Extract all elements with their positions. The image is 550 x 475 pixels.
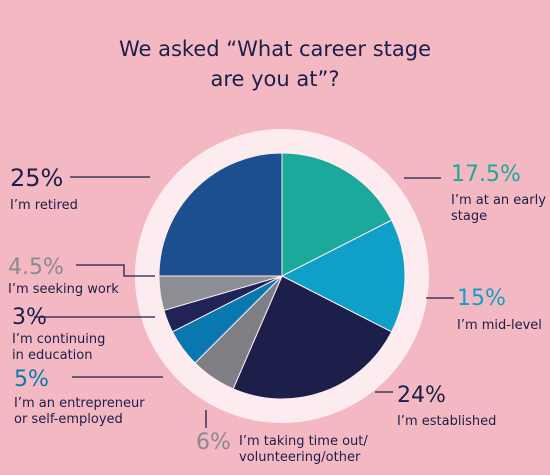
label-entrepreneur: 5% I’m an entrepreneur or self-employed: [14, 368, 145, 428]
label-mid-level: 15% I’m mid-level: [457, 287, 542, 334]
label-education-text-2: in education: [12, 348, 93, 363]
label-established-text: I’m established: [397, 414, 497, 429]
pie-slices: [158, 152, 406, 400]
pie-slice-established: [232, 275, 393, 400]
pie-slice-early-stage: [281, 152, 393, 277]
pie-slice-mid-level: [280, 219, 406, 333]
label-time-out-text-1: I’m taking time out/: [239, 434, 368, 449]
chart-title: We asked “What career stage are you at”?: [0, 34, 550, 94]
label-retired-pct: 25%: [10, 164, 64, 192]
label-entrepreneur-pct: 5%: [14, 367, 49, 392]
chart-title-line-2: are you at”?: [210, 67, 340, 91]
label-entrepreneur-text-2: or self-employed: [14, 412, 123, 427]
pie-slice-retired: [158, 152, 283, 277]
label-mid-level-pct: 15%: [457, 286, 506, 311]
chart-title-line-1: We asked “What career stage: [118, 37, 432, 61]
label-time-out-pct: 6%: [196, 430, 231, 455]
label-established: 24% I’m established: [397, 384, 496, 430]
label-seeking-work-pct: 4.5%: [8, 255, 64, 280]
label-education-text-1: I’m continuing: [12, 332, 106, 347]
label-seeking-work-text: I’m seeking work: [8, 282, 119, 297]
label-time-out-text-2: volunteering/other: [239, 450, 361, 465]
label-early-stage-pct: 17.5%: [451, 162, 521, 187]
label-education: 3% I’m continuing in education: [12, 306, 105, 364]
label-entrepreneur-text-1: I’m an entrepreneur: [14, 396, 145, 411]
label-education-pct: 3%: [12, 305, 47, 330]
label-retired-text: I’m retired: [10, 198, 78, 213]
label-established-pct: 24%: [397, 383, 446, 408]
label-seeking-work: 4.5% I’m seeking work: [8, 256, 119, 298]
label-early-stage: 17.5% I’m at an early stage: [451, 163, 546, 225]
label-mid-level-text: I’m mid-level: [457, 318, 542, 333]
leader-lines: [34, 176, 454, 428]
label-early-stage-text-2: stage: [451, 209, 488, 224]
label-early-stage-text-1: I’m at an early: [451, 193, 546, 208]
leader-line-seeking: [76, 264, 155, 277]
label-retired: 25% I’m retired: [10, 165, 78, 214]
